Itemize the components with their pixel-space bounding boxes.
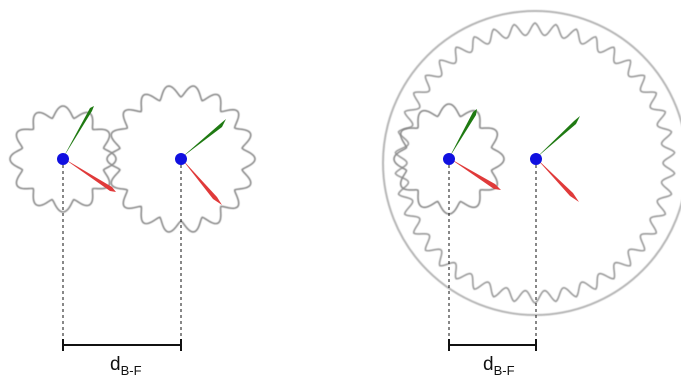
- large-gear: [106, 85, 256, 233]
- distance-dimension: [62, 165, 182, 351]
- small-gear-hands: [57, 106, 116, 192]
- left-diagram: dB-F: [9, 85, 256, 378]
- small-gear: [9, 105, 117, 213]
- green-hand: [449, 109, 477, 158]
- center-dot: [57, 153, 69, 165]
- center-dot: [530, 153, 542, 165]
- distance-label: dB-F: [483, 354, 515, 378]
- distance-label-main: d: [483, 354, 494, 375]
- planet-gear-hands: [443, 109, 501, 190]
- distance-label-subscript: B-F: [121, 363, 142, 378]
- center-dot: [175, 153, 187, 165]
- distance-label-main: d: [110, 354, 121, 375]
- red-hand: [449, 158, 501, 190]
- red-hand: [63, 158, 116, 192]
- ring-gear-hands: [530, 116, 580, 202]
- large-gear-hands: [175, 119, 226, 205]
- distance-label: dB-F: [110, 354, 142, 378]
- ring-gear-outer-rim: [382, 10, 681, 316]
- red-hand: [181, 158, 222, 205]
- distance-dimension: [448, 165, 537, 351]
- red-hand: [536, 158, 579, 202]
- planet-gear: [393, 103, 505, 215]
- ring-gear: [394, 22, 676, 304]
- distance-label-subscript: B-F: [494, 363, 515, 378]
- green-hand: [536, 116, 580, 158]
- center-dot: [443, 153, 455, 165]
- green-hand: [181, 119, 226, 158]
- right-diagram: dB-F: [382, 10, 681, 378]
- green-hand: [63, 106, 94, 158]
